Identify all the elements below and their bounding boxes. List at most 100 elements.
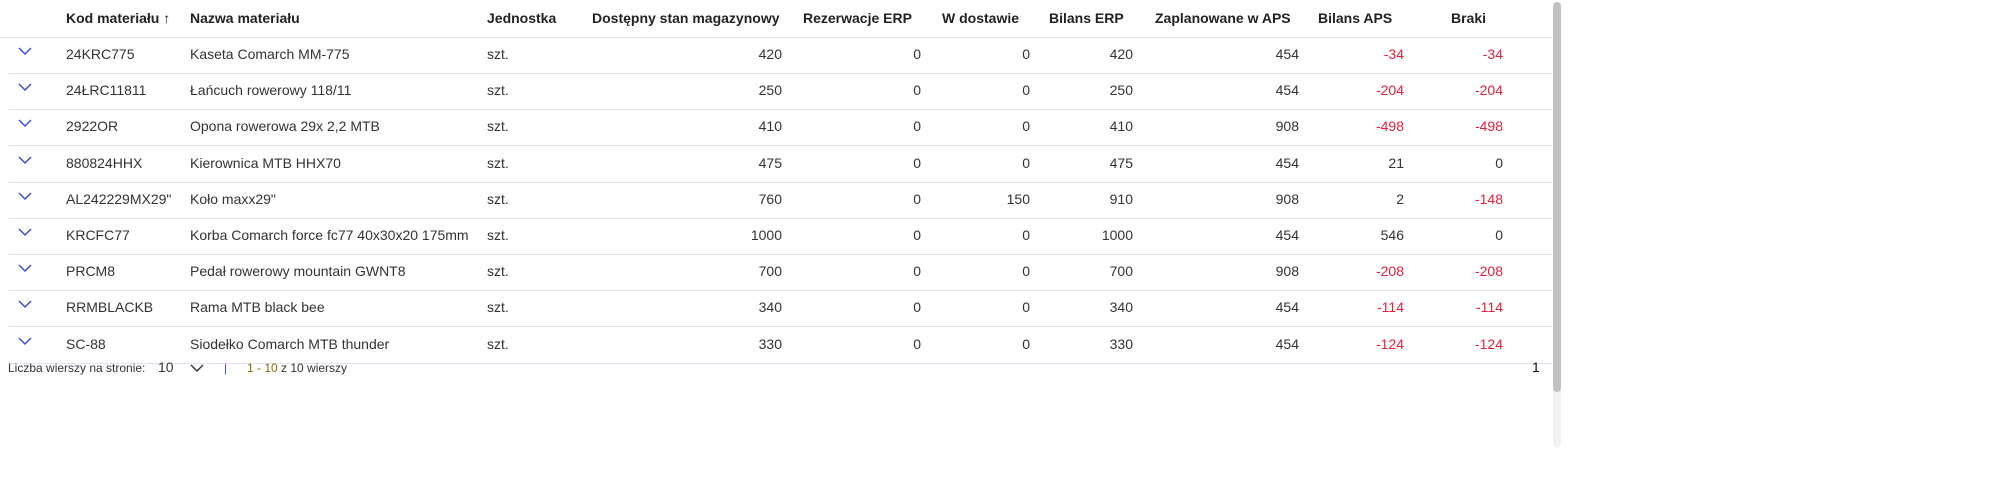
cell-planned-aps: 454 xyxy=(1275,335,1299,352)
cell-unit: szt. xyxy=(487,263,509,280)
cell-reservations: 0 xyxy=(913,227,921,243)
page-number[interactable]: 1 xyxy=(1532,359,1540,375)
cell-available: 250 xyxy=(758,82,782,99)
cell-planned-aps: 454 xyxy=(1275,46,1299,62)
header-balance-erp[interactable]: Bilans ERP xyxy=(1049,10,1124,26)
cell-balance-erp: 330 xyxy=(1109,335,1133,352)
cell-unit: szt. xyxy=(487,46,509,62)
cell-unit: szt. xyxy=(487,118,509,135)
cell-unit: szt. xyxy=(487,299,509,316)
expand-chevron-icon[interactable] xyxy=(18,46,32,56)
cell-name: Korba Comarch force fc77 40x30x20 175mm xyxy=(190,227,469,243)
header-shortages[interactable]: Braki xyxy=(1451,10,1487,26)
cell-planned-aps: 454 xyxy=(1275,299,1299,316)
cell-reservations: 0 xyxy=(913,118,921,135)
header-planned-aps[interactable]: Zaplanowane w APS xyxy=(1155,10,1291,26)
header-balance-aps[interactable]: Bilans APS xyxy=(1318,10,1393,26)
cell-reservations: 0 xyxy=(913,82,921,99)
cell-in-delivery: 0 xyxy=(1022,227,1030,243)
expand-chevron-icon[interactable] xyxy=(18,191,32,201)
expand-chevron-icon[interactable] xyxy=(18,82,32,92)
cell-balance-aps: 546 xyxy=(1380,227,1404,243)
cell-shortages: -114 xyxy=(1476,299,1503,316)
cell-available: 475 xyxy=(758,154,782,171)
expand-chevron-icon[interactable] xyxy=(18,263,32,273)
scrollbar-thumb[interactable] xyxy=(1553,2,1561,392)
cell-unit: szt. xyxy=(487,335,509,352)
expand-chevron-icon[interactable] xyxy=(18,299,32,309)
cell-available: 700 xyxy=(758,263,782,280)
cell-reservations: 0 xyxy=(913,263,921,280)
cell-shortages: 0 xyxy=(1495,227,1503,243)
cell-available: 410 xyxy=(758,118,782,135)
cell-in-delivery: 0 xyxy=(1022,118,1030,135)
cell-available: 760 xyxy=(758,190,782,207)
cell-shortages: 0 xyxy=(1495,154,1503,171)
cell-name: Kierownica MTB HHX70 xyxy=(190,154,341,171)
cell-reservations: 0 xyxy=(913,154,921,171)
cell-unit: szt. xyxy=(487,154,509,171)
cell-planned-aps: 908 xyxy=(1275,263,1299,280)
cell-code: 880824HHX xyxy=(66,154,143,171)
cell-name: Siodełko Comarch MTB thunder xyxy=(190,335,390,352)
cell-in-delivery: 0 xyxy=(1022,299,1030,316)
cell-balance-erp: 1000 xyxy=(1101,227,1133,243)
table-row[interactable]: AL242229MX29" Koło maxx29" szt. 760 0 150 910 9… xyxy=(8,182,1552,219)
header-available[interactable]: Dostępny stan magazynowy xyxy=(592,10,780,26)
cell-balance-aps: -34 xyxy=(1383,46,1404,62)
range-text: 1 - 10 xyxy=(247,361,278,375)
cell-balance-erp: 475 xyxy=(1109,154,1133,171)
cell-code: RRMBLACKB xyxy=(66,299,154,316)
cell-balance-erp: 340 xyxy=(1109,299,1133,316)
rows-per-page-label: Liczba wierszy na stronie: xyxy=(8,361,146,375)
cell-planned-aps: 454 xyxy=(1275,227,1299,243)
cell-shortages: -498 xyxy=(1474,118,1503,135)
cell-reservations: 0 xyxy=(913,335,921,352)
table-row[interactable]: 24KRC775 Kaseta Comarch MM-775 szt. 420 0 0 42… xyxy=(8,37,1552,74)
header-code[interactable]: Kod materiału ↑ xyxy=(66,10,170,26)
cell-reservations: 0 xyxy=(913,46,921,62)
cell-balance-aps: -114 xyxy=(1377,299,1404,316)
cell-shortages: -204 xyxy=(1474,82,1503,99)
header-reservations[interactable]: Rezerwacje ERP xyxy=(803,10,912,26)
header-unit[interactable]: Jednostka xyxy=(487,10,557,26)
cell-balance-aps: 2 xyxy=(1396,190,1404,207)
table-row[interactable]: RRMBLACKB Rama MTB black bee szt. 340 0 0 340 4… xyxy=(8,290,1552,328)
cell-shortages: -148 xyxy=(1474,190,1503,207)
cell-name: Opona rowerowa 29x 2,2 MTB xyxy=(190,118,380,135)
cell-in-delivery: 0 xyxy=(1022,46,1030,62)
cell-in-delivery: 0 xyxy=(1022,82,1030,99)
cell-balance-aps: 21 xyxy=(1388,154,1404,171)
table-row[interactable]: PRCM8 Pedał rowerowy mountain GWNT8 szt. 70… xyxy=(8,254,1552,292)
cell-reservations: 0 xyxy=(913,190,921,207)
cell-planned-aps: 454 xyxy=(1275,154,1299,171)
expand-chevron-icon[interactable] xyxy=(18,227,32,237)
chevron-down-icon xyxy=(190,364,204,372)
cell-code: KRCFC77 xyxy=(66,227,130,243)
cell-balance-aps: -124 xyxy=(1375,335,1404,352)
expand-chevron-icon[interactable] xyxy=(18,336,32,346)
table-row[interactable]: 2922OR Opona rowerowa 29x 2,2 MTB szt. 410 0… xyxy=(8,109,1552,147)
cell-in-delivery: 0 xyxy=(1022,335,1030,352)
cell-name: Rama MTB black bee xyxy=(190,299,325,316)
table-row[interactable]: 880824HHX Kierownica MTB HHX70 szt. 475 0 0 47… xyxy=(8,146,1552,183)
cell-in-delivery: 0 xyxy=(1022,154,1030,171)
cell-available: 420 xyxy=(758,46,782,62)
table-row[interactable]: 24ŁRC11811 Łańcuch rowerowy 118/11 szt. 250… xyxy=(8,73,1552,111)
cell-balance-aps: -498 xyxy=(1375,118,1404,135)
table-row[interactable]: KRCFC77 Korba Comarch force fc77 40x30x20… xyxy=(8,218,1552,255)
cell-code: 2922OR xyxy=(66,118,119,135)
cell-name: Koło maxx29" xyxy=(190,190,276,207)
header-name[interactable]: Nazwa materiału xyxy=(190,10,300,26)
expand-chevron-icon[interactable] xyxy=(18,118,32,128)
cell-name: Pedał rowerowy mountain GWNT8 xyxy=(190,263,406,280)
cell-in-delivery: 0 xyxy=(1022,263,1030,280)
header-in-delivery[interactable]: W dostawie xyxy=(942,10,1020,26)
rows-per-page-select[interactable]: 10 xyxy=(158,359,204,375)
table-row[interactable]: SC-88 Siodełko Comarch MTB thunder szt. 330… xyxy=(8,327,1552,364)
vertical-scrollbar[interactable] xyxy=(1553,2,1561,447)
cell-code: 24ŁRC11811 xyxy=(66,82,147,99)
expand-chevron-icon[interactable] xyxy=(18,155,32,165)
cell-unit: szt. xyxy=(487,190,509,207)
cell-planned-aps: 908 xyxy=(1275,118,1299,135)
